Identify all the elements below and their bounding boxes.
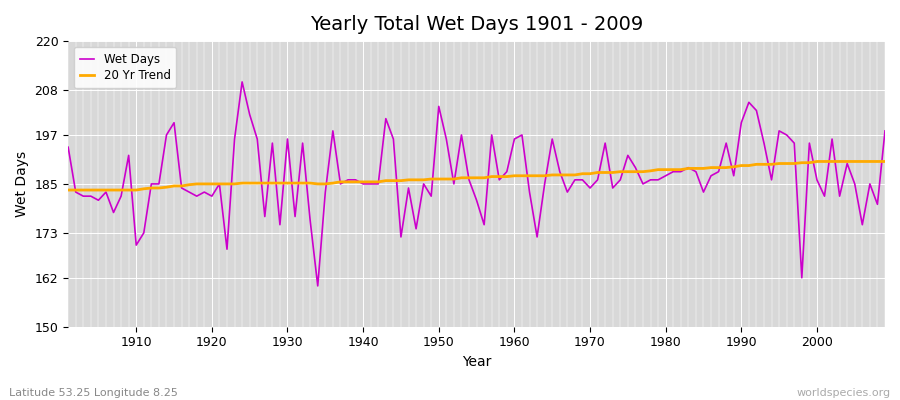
Text: worldspecies.org: worldspecies.org: [796, 388, 891, 398]
Wet Days: [63, 145, 74, 150]
20 Yr Trend: [599, 170, 610, 175]
Wet Days: [615, 178, 626, 182]
X-axis label: Year: Year: [462, 355, 491, 369]
Line: 20 Yr Trend: 20 Yr Trend: [68, 162, 885, 190]
20 Yr Trend: [290, 181, 301, 186]
Text: Latitude 53.25 Longitude 8.25: Latitude 53.25 Longitude 8.25: [9, 388, 178, 398]
Wet Days: [312, 284, 323, 288]
Line: Wet Days: Wet Days: [68, 82, 885, 286]
Wet Days: [297, 141, 308, 146]
Wet Days: [524, 190, 535, 194]
20 Yr Trend: [123, 188, 134, 192]
Y-axis label: Wet Days: Wet Days: [15, 151, 29, 217]
20 Yr Trend: [501, 174, 512, 179]
Title: Yearly Total Wet Days 1901 - 2009: Yearly Total Wet Days 1901 - 2009: [310, 15, 644, 34]
20 Yr Trend: [812, 159, 823, 164]
Wet Days: [350, 178, 361, 182]
Wet Days: [237, 80, 248, 84]
20 Yr Trend: [509, 173, 520, 178]
20 Yr Trend: [63, 188, 74, 192]
20 Yr Trend: [335, 180, 346, 184]
Wet Days: [879, 128, 890, 133]
Legend: Wet Days, 20 Yr Trend: Wet Days, 20 Yr Trend: [74, 47, 176, 88]
20 Yr Trend: [879, 159, 890, 164]
Wet Days: [123, 153, 134, 158]
Wet Days: [517, 132, 527, 137]
